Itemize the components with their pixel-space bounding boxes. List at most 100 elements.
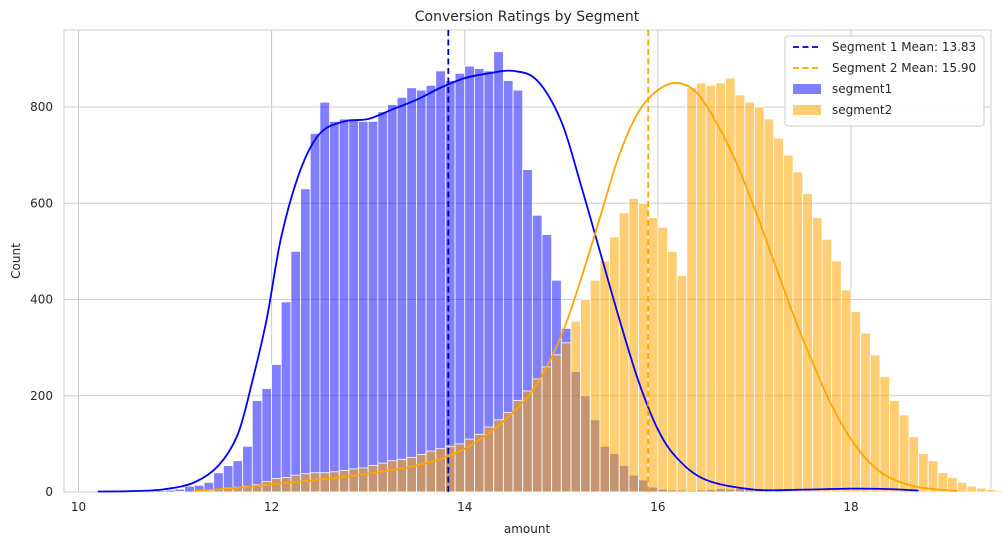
kde-curves — [97, 69, 958, 493]
x-tick-label: 10 — [71, 500, 86, 514]
segment1-bar — [387, 104, 398, 493]
segment2-bar — [638, 202, 649, 493]
chart-title: Conversion Ratings by Segment — [415, 9, 640, 25]
segment2-bar — [300, 473, 311, 493]
segment2-bar — [570, 320, 582, 493]
segment2-bar — [725, 77, 736, 493]
segment2-bar — [338, 469, 350, 493]
segment2-bar — [792, 171, 804, 493]
segment2-bar — [406, 456, 417, 493]
segment2-bar — [647, 217, 659, 493]
segment2-bar — [715, 82, 726, 493]
segment1-bar — [358, 121, 369, 493]
segment2-bar — [782, 154, 794, 493]
segment2-bar — [908, 436, 919, 493]
segment1-bar — [280, 301, 292, 493]
segment1-bar — [300, 188, 311, 493]
x-tick-label: 18 — [843, 500, 858, 514]
segment2-bar — [483, 426, 495, 493]
segment2-bar — [657, 226, 668, 493]
segment2-bar — [367, 465, 379, 493]
segment1-bar — [348, 118, 359, 493]
segment2-kde-curve — [194, 82, 958, 492]
segment2-bar — [705, 84, 717, 493]
segment2-bar — [358, 467, 369, 493]
segment1-bar — [435, 70, 446, 493]
segment1-bar — [319, 101, 330, 493]
segment2-bar — [502, 412, 514, 493]
segment2-bar — [290, 474, 301, 493]
segment2-bar — [686, 87, 697, 493]
segment2-bar — [319, 472, 330, 493]
segment1-bar — [416, 89, 427, 493]
x-tick-label: 12 — [264, 500, 279, 514]
segment1-bar — [164, 489, 176, 493]
segment2-bar — [754, 106, 765, 493]
legend-segment1-label: segment1 — [832, 82, 892, 96]
segment1-bar — [473, 68, 485, 493]
segment2-bar — [589, 279, 601, 493]
segment2-bar — [531, 378, 543, 493]
segment2-bar — [744, 101, 755, 493]
segment2-bar — [551, 354, 562, 493]
segment2-bar — [763, 118, 775, 493]
legend: Segment 1 Mean: 13.83 Segment 2 Mean: 15.… — [784, 35, 985, 127]
segment2-bar — [811, 217, 823, 493]
segment1-bar — [377, 111, 388, 493]
segment2-bar — [512, 400, 524, 493]
segment2-bar — [261, 481, 273, 493]
segment2-bar — [628, 198, 639, 493]
segment2-bar — [850, 311, 862, 493]
segment2-bar — [696, 82, 707, 493]
segment1-bar — [184, 485, 195, 493]
segment2-bar — [560, 342, 572, 493]
legend-segment2-swatch — [793, 105, 821, 115]
segment2-bar — [609, 236, 620, 493]
segment2-bar — [966, 485, 977, 493]
segment1-bar — [425, 84, 437, 493]
segment2-bar — [898, 414, 910, 493]
y-tick-label: 400 — [30, 293, 53, 307]
segment2-bar — [329, 471, 340, 493]
segment1-bar — [367, 121, 379, 493]
segment2-bar — [348, 468, 359, 493]
segment2-bar — [416, 454, 427, 493]
segment2-bar — [522, 390, 533, 493]
segment1-bar — [406, 87, 417, 493]
y-axis-label: Count — [9, 243, 23, 279]
y-tick-label: 0 — [45, 485, 53, 499]
segment2-bar — [773, 137, 784, 493]
segment2-bar — [860, 332, 871, 493]
legend-segment2-mean-label: Segment 2 Mean: 15.90 — [832, 61, 976, 75]
segment1-bar — [290, 250, 301, 493]
segment1-bar — [271, 364, 282, 493]
segment1-bar — [396, 96, 408, 493]
segment2-bar — [541, 366, 553, 493]
segment2-bar — [918, 453, 929, 493]
segment2-bar — [435, 448, 446, 493]
segment2-bar — [493, 419, 504, 493]
segment1-kde-curve — [97, 69, 919, 493]
legend-segment1-mean-label: Segment 1 Mean: 13.83 — [832, 40, 976, 54]
y-axis-ticks: 0 200 400 600 800 — [30, 100, 53, 499]
segment2-bar — [387, 460, 398, 493]
y-tick-label: 200 — [30, 389, 53, 403]
segment1-bar — [261, 388, 273, 493]
segment2-bar — [580, 299, 591, 493]
segment2-bar — [734, 94, 746, 493]
segment2-bar — [956, 481, 968, 493]
segment2-bar — [280, 477, 292, 493]
segment2-bar — [985, 489, 997, 493]
segment2-bar — [377, 462, 388, 493]
segment1-bar — [445, 80, 456, 493]
segment1-bar — [329, 121, 340, 493]
x-axis-ticks: 10 12 14 16 18 — [71, 500, 859, 514]
legend-segment1-swatch — [793, 84, 821, 94]
mean-lines — [447, 30, 650, 492]
segment1-bar — [464, 65, 475, 493]
segment1-bar — [338, 118, 350, 493]
segment2-bar — [995, 490, 1002, 493]
segment2-bar — [976, 487, 987, 493]
x-axis-label: amount — [504, 522, 551, 536]
segment2-bar — [927, 460, 939, 493]
